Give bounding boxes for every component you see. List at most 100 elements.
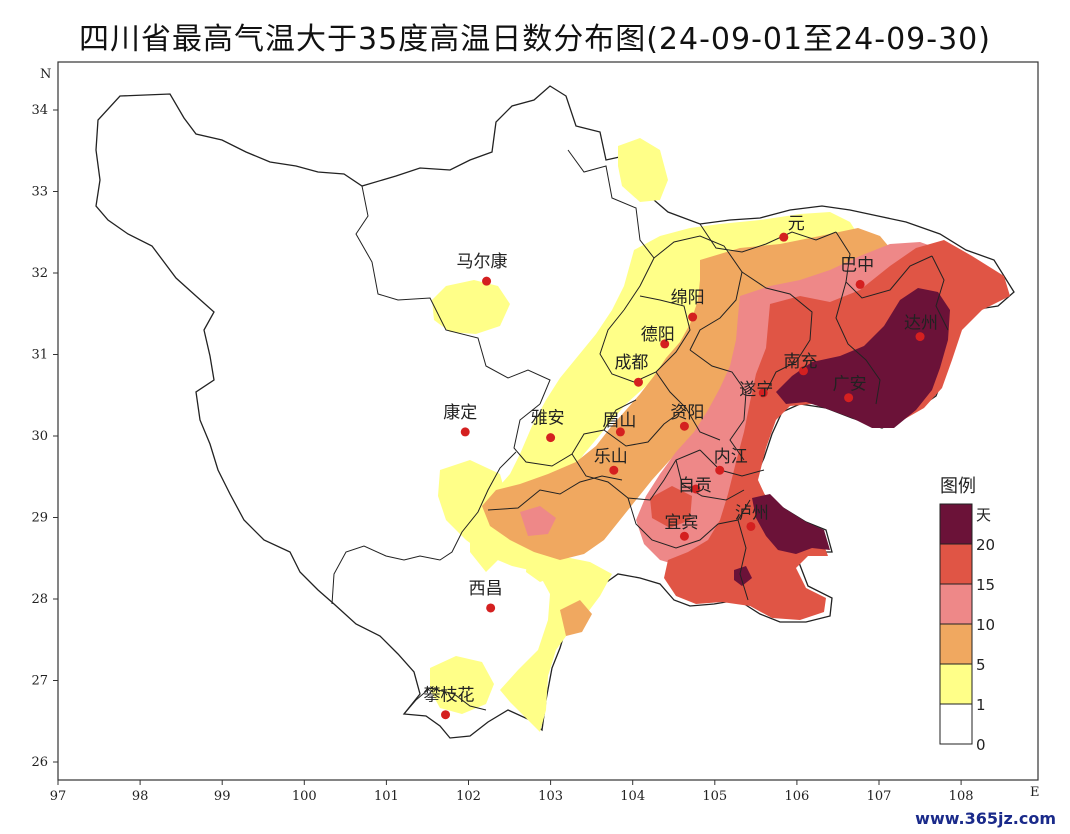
legend-level-label: 5 bbox=[976, 656, 986, 674]
x-axis-end-label: E bbox=[1030, 785, 1040, 800]
zone-20-plus-luzhou bbox=[752, 494, 830, 554]
city-label: 攀枝花 bbox=[424, 686, 475, 706]
legend-level-label: 1 bbox=[976, 696, 986, 714]
zone-10-15-west bbox=[520, 506, 556, 536]
x-tick-label: 107 bbox=[867, 789, 892, 804]
legend-level-label: 20 bbox=[976, 536, 995, 554]
city-label: 泸州 bbox=[735, 503, 769, 523]
boundary-luzhou bbox=[737, 519, 749, 601]
boundary-aba-ganzi bbox=[355, 185, 551, 405]
city-dot bbox=[633, 377, 643, 387]
zone-1-5-north bbox=[618, 138, 668, 202]
city-label: 南充 bbox=[783, 352, 817, 372]
x-tick-label: 108 bbox=[949, 789, 974, 804]
city-label: 成都 bbox=[614, 353, 648, 373]
city-dot bbox=[691, 484, 701, 494]
city-dot bbox=[546, 433, 556, 443]
watermark: www.365jz.com bbox=[915, 809, 1056, 828]
city-label: 资阳 bbox=[670, 403, 704, 423]
x-tick-label: 103 bbox=[538, 789, 563, 804]
boundary-panzhihua bbox=[403, 687, 487, 715]
zone-5-10-south bbox=[560, 600, 592, 636]
city-label: 乐山 bbox=[594, 447, 628, 467]
city-dot bbox=[758, 388, 768, 398]
city-label: 绵阳 bbox=[671, 288, 705, 308]
city-dot bbox=[746, 521, 756, 531]
city-dot bbox=[615, 427, 625, 437]
boundary-zigong bbox=[675, 459, 745, 501]
city-label: 雅安 bbox=[531, 409, 565, 429]
zone-1-5-maerkang bbox=[432, 280, 510, 334]
boundary-yaan bbox=[513, 399, 637, 467]
boundary-meishan bbox=[603, 407, 687, 447]
zone-20-plus-small bbox=[734, 566, 752, 586]
legend-swatch bbox=[939, 503, 973, 545]
legend-swatch bbox=[939, 663, 973, 705]
legend-swatch bbox=[939, 583, 973, 625]
city-dot bbox=[460, 427, 470, 437]
city-dot bbox=[679, 531, 689, 541]
map-title: 四川省最高气温大于35度高温日数分布图(24-09-01至24-09-30) bbox=[79, 22, 991, 57]
x-tick-label: 97 bbox=[50, 789, 67, 804]
city-label: 广安 bbox=[833, 375, 867, 395]
boundary-yibin bbox=[627, 497, 751, 549]
y-tick-label: 32 bbox=[31, 266, 48, 281]
legend-swatch bbox=[939, 703, 973, 745]
boundary-suining bbox=[689, 349, 747, 461]
city-label: 巴中 bbox=[840, 255, 874, 275]
boundary-bazhong bbox=[835, 231, 933, 299]
y-tick-label: 30 bbox=[31, 429, 48, 444]
city-dot bbox=[660, 339, 670, 349]
legend-swatch bbox=[939, 623, 973, 665]
city-dot bbox=[915, 332, 925, 342]
x-tick-label: 101 bbox=[374, 789, 399, 804]
x-tick-label: 105 bbox=[702, 789, 727, 804]
y-tick-label: 29 bbox=[31, 511, 48, 526]
city-label: 西昌 bbox=[469, 579, 503, 599]
boundary-guangyuan bbox=[699, 223, 837, 253]
y-tick-label: 28 bbox=[31, 592, 48, 607]
y-tick-label: 27 bbox=[31, 674, 48, 689]
legend-level-label: 15 bbox=[976, 576, 995, 594]
city-dot bbox=[679, 421, 689, 431]
zone-10-15 bbox=[636, 242, 960, 566]
legend-unit: 天 bbox=[976, 506, 991, 524]
city-dot bbox=[844, 393, 854, 403]
y-tick-label: 26 bbox=[31, 755, 48, 770]
boundary-ganzi-liangshan bbox=[331, 451, 517, 605]
city-dot bbox=[798, 366, 808, 376]
boundary-guangan bbox=[835, 281, 881, 405]
city-label: 马尔康 bbox=[457, 252, 508, 272]
city-dot bbox=[609, 465, 619, 475]
legend-level-label: 10 bbox=[976, 616, 995, 634]
city-dot bbox=[482, 276, 492, 286]
boundary-aba-east bbox=[567, 149, 655, 311]
y-tick-label: 31 bbox=[31, 348, 48, 363]
city-dot bbox=[688, 312, 698, 322]
city-label: 遂宁 bbox=[739, 380, 773, 400]
axis-ticks: 97 98 99 100 101 102 103 104 105 106 107 1082627282… bbox=[31, 67, 1039, 804]
city-label: 达州 bbox=[904, 314, 938, 334]
plot-frame bbox=[57, 61, 1039, 781]
y-tick-label: 33 bbox=[31, 185, 48, 200]
city-label: 宜宾 bbox=[664, 513, 698, 533]
boundary-dazhou bbox=[931, 255, 949, 331]
x-tick-label: 100 bbox=[292, 789, 317, 804]
city-label: 眉山 bbox=[602, 411, 636, 431]
x-tick-label: 104 bbox=[620, 789, 645, 804]
zone-1-5-south bbox=[438, 460, 612, 732]
city-label: 元 bbox=[788, 214, 805, 234]
legend-level-label: 0 bbox=[976, 736, 986, 754]
x-tick-label: 102 bbox=[456, 789, 481, 804]
city-dot bbox=[441, 710, 451, 720]
legend-title: 图例 bbox=[940, 476, 976, 497]
city-label: 自贡 bbox=[678, 476, 712, 496]
boundary-liangshan-east bbox=[487, 475, 623, 511]
zone-15-20-yibin bbox=[650, 486, 692, 528]
city-label: 康定 bbox=[443, 403, 477, 423]
city-dot bbox=[779, 232, 789, 242]
legend-swatch bbox=[939, 543, 973, 585]
